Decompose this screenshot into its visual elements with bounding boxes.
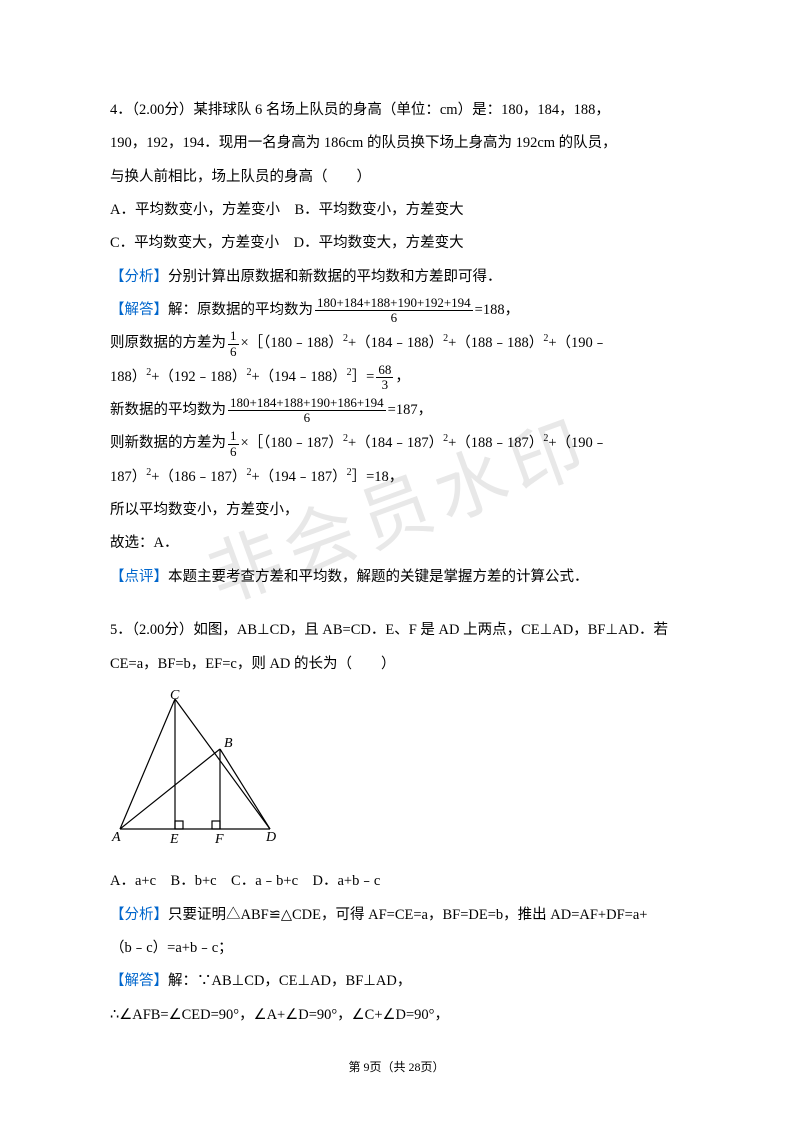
geometry-figure: A B C D E F	[110, 689, 683, 857]
q5-solution-line2: ∴∠AFB=∠CED=90°，∠A+∠D=90°，∠C+∠D=90°，	[110, 999, 683, 1032]
page-content: 4．（2.00分）某排球队 6 名场上队员的身高（单位：cm）是：180，184…	[110, 94, 683, 1032]
q4-optD: D．平均数变大，方差变大	[294, 235, 464, 251]
q4-var-line2: 188）2+（192﹣188）2+（194﹣188）2］=683，	[110, 361, 683, 394]
review-text: 本题主要考查方差和平均数，解题的关键是掌握方差的计算公式．	[168, 569, 589, 585]
q4-conclusion: 所以平均数变小，方差变小，	[110, 494, 683, 527]
analysis-text: 只要证明△ABF≌△CDE，可得 AF=CE=a，BF=DE=b，推出 AD=A…	[168, 907, 647, 923]
q5-line1: 5．（2.00分）如图，AB⊥CD，且 AB=CD．E、F 是 AD 上两点，C…	[110, 614, 683, 647]
q5-line2: CE=a，BF=b，EF=c，则 AD 的长为（ ）	[110, 648, 683, 681]
q4-newvar-line1: 则新数据的方差为16×［（180﹣187）2+（184﹣187）2+（188﹣1…	[110, 427, 683, 460]
fraction: 16	[228, 429, 239, 459]
analysis-label: 【分析】	[110, 907, 168, 923]
q4-review: 【点评】本题主要考查方差和平均数，解题的关键是掌握方差的计算公式．	[110, 561, 683, 594]
q5-analysis: 【分析】只要证明△ABF≌△CDE，可得 AF=CE=a，BF=DE=b，推出 …	[110, 899, 683, 932]
q4-line3: 与换人前相比，场上队员的身高（ ）	[110, 161, 683, 194]
q5-options: A．a+c B．b+c C．a﹣b+c D．a+b﹣c	[110, 865, 683, 898]
q4-options-row2: C．平均数变大，方差变小 D．平均数变大，方差变大	[110, 227, 683, 260]
fraction: 180+184+188+190+186+1946	[228, 396, 386, 426]
sol-pre1: 解：原数据的平均数为	[168, 302, 313, 318]
solution-label: 【解答】	[110, 973, 168, 989]
svg-text:F: F	[214, 832, 224, 844]
q5-solution-line1: 【解答】解：∵AB⊥CD，CE⊥AD，BF⊥AD，	[110, 965, 683, 998]
solution-label: 【解答】	[110, 302, 168, 318]
page-footer: 第 9页（共 28页）	[0, 1054, 793, 1082]
svg-text:D: D	[265, 830, 276, 844]
q4-optC: C．平均数变大，方差变小	[110, 235, 279, 251]
review-label: 【点评】	[110, 569, 168, 585]
q4-optB: B．平均数变小，方差变大	[294, 202, 463, 218]
analysis-text: 分别计算出原数据和新数据的平均数和方差即可得．	[168, 269, 502, 285]
q4-analysis: 【分析】分别计算出原数据和新数据的平均数和方差即可得．	[110, 261, 683, 294]
q4-optA: A．平均数变小，方差变小	[110, 202, 280, 218]
svg-text:B: B	[224, 736, 233, 751]
q4-newvar-line2: 187）2+（186﹣187）2+（194﹣187）2］=18，	[110, 461, 683, 494]
q4-newmean: 新数据的平均数为180+184+188+190+186+1946=187，	[110, 394, 683, 427]
svg-text:A: A	[111, 830, 121, 844]
analysis-label: 【分析】	[110, 269, 168, 285]
fraction: 16	[228, 329, 239, 359]
sol-text: 解：∵AB⊥CD，CE⊥AD，BF⊥AD，	[168, 973, 411, 989]
svg-text:C: C	[170, 689, 180, 703]
q4-options-row1: A．平均数变小，方差变小 B．平均数变小，方差变大	[110, 194, 683, 227]
svg-text:E: E	[169, 832, 179, 844]
q5-analysis2: （b﹣c）=a+b﹣c；	[110, 932, 683, 965]
fraction: 180+184+188+190+192+1946	[315, 296, 473, 326]
q4-line2: 190，192，194．现用一名身高为 186cm 的队员换下场上身高为 192…	[110, 127, 683, 160]
q4-solution-line1: 【解答】解：原数据的平均数为180+184+188+190+192+1946=1…	[110, 294, 683, 327]
fraction: 683	[376, 363, 393, 393]
q4-line1: 4．（2.00分）某排球队 6 名场上队员的身高（单位：cm）是：180，184…	[110, 94, 683, 127]
q4-answer: 故选：A．	[110, 527, 683, 560]
q4-var-line1: 则原数据的方差为16×［（180﹣188）2+（184﹣188）2+（188﹣1…	[110, 327, 683, 360]
sol-post1: =188，	[475, 302, 519, 318]
